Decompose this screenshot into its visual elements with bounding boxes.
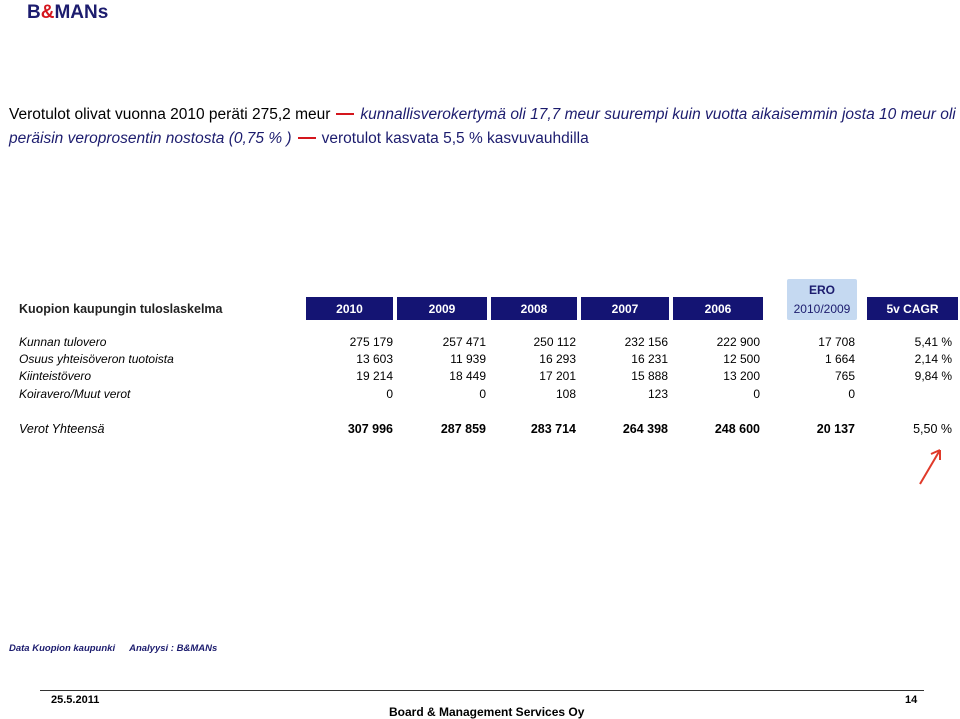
dash-icon	[336, 113, 355, 115]
headline-plain-2: verotulot kasvata 5,5 % kasvuvauhdilla	[321, 130, 589, 147]
dash-icon	[297, 137, 316, 139]
cell-2008: 108	[555, 387, 576, 401]
arrow-up-right-icon	[919, 449, 941, 485]
total-ero: 20 137	[816, 422, 855, 436]
table-row: Osuus yhteisöveron tuotoista 13 603 11 9…	[0, 352, 960, 370]
cell-2009: 11 939	[450, 352, 486, 366]
footer-divider	[40, 690, 924, 691]
total-cagr: 5,50 %	[913, 422, 952, 436]
brand-logo: B&MANs	[27, 2, 108, 24]
cell-ero: 765	[834, 369, 855, 383]
total-2007: 264 398	[622, 422, 668, 436]
total-2009: 287 859	[440, 422, 486, 436]
table-total-row: Verot Yhteensä 307 996 287 859 283 714 2…	[0, 422, 960, 440]
cell-2010: 19 214	[356, 369, 393, 383]
cell-2009: 18 449	[449, 369, 486, 383]
cell-2007: 15 888	[631, 369, 668, 383]
cell-2006: 13 200	[723, 369, 760, 383]
row-label: Osuus yhteisöveron tuotoista	[19, 352, 174, 366]
cell-2006: 12 500	[723, 352, 760, 366]
total-2010: 307 996	[347, 422, 393, 436]
page-number: 14	[905, 694, 918, 706]
brand-logo-part2: MANs	[54, 2, 109, 23]
table-title: Kuopion kaupungin tuloslaskelma	[19, 302, 223, 316]
year-header-2007: 2007	[581, 297, 669, 320]
cell-2006: 222 900	[716, 335, 760, 349]
source-analysis: Analyysi : B&MANs	[129, 643, 218, 654]
row-label: Kiinteistövero	[19, 369, 92, 383]
total-2008: 283 714	[530, 422, 576, 436]
cell-2008: 250 112	[533, 335, 577, 349]
cagr-header: 5v CAGR	[867, 297, 958, 320]
brand-logo-ampersand: &	[40, 2, 55, 23]
total-label: Verot Yhteensä	[19, 422, 105, 436]
total-2006: 248 600	[714, 422, 760, 436]
source-data: Data Kuopion kaupunki	[9, 643, 116, 654]
footer-date: 25.5.2011	[51, 694, 100, 706]
slide-headline: Verotulot olivat vuonna 2010 peräti 275,…	[9, 103, 957, 151]
headline-plain-1: Verotulot olivat vuonna 2010 peräti 275,…	[9, 106, 331, 123]
table-row: Kiinteistövero 19 214 18 449 17 201 15 8…	[0, 369, 960, 387]
cell-ero: 17 708	[818, 335, 855, 349]
cell-2007: 232 156	[624, 335, 668, 349]
row-label: Kunnan tulovero	[19, 335, 107, 349]
table-row: Kunnan tulovero 275 179 257 471 250 112 …	[0, 335, 960, 353]
table-row: Koiravero/Muut verot 0 0 108 123 0 0	[0, 387, 960, 405]
cell-2008: 17 201	[539, 369, 576, 383]
cell-2010: 13 603	[356, 352, 393, 366]
ero-header-subtitle: 2010/2009	[793, 302, 851, 316]
source-note: Data Kuopion kaupunki Analyysi : B&MANs	[9, 643, 231, 654]
cell-2007: 16 231	[631, 352, 668, 366]
cell-2009: 0	[479, 387, 486, 401]
cell-cagr: 9,84 %	[914, 369, 952, 383]
cell-2010: 275 179	[349, 335, 393, 349]
year-header-2008: 2008	[491, 297, 577, 320]
ero-header-box	[787, 279, 857, 320]
cell-ero: 0	[848, 387, 855, 401]
year-header-2006: 2006	[673, 297, 763, 320]
cell-cagr: 5,41 %	[914, 335, 952, 349]
brand-logo-part1: B	[27, 2, 41, 23]
cell-2006: 0	[753, 387, 760, 401]
cell-2008: 16 293	[539, 352, 576, 366]
year-header-2010: 2010	[306, 297, 393, 320]
cell-ero: 1 664	[824, 352, 855, 366]
ero-header-title: ERO	[808, 283, 835, 297]
cell-2007: 123	[647, 387, 668, 401]
cell-2010: 0	[386, 387, 393, 401]
year-header-2009: 2009	[397, 297, 487, 320]
cell-2009: 257 471	[442, 335, 486, 349]
row-label: Koiravero/Muut verot	[19, 387, 131, 401]
headline-italic: kunnallisverokertymä oli 17,7 meur suure…	[9, 106, 956, 147]
footer-company: Board & Management Services Oy	[389, 705, 585, 719]
cell-cagr: 2,14 %	[914, 352, 952, 366]
